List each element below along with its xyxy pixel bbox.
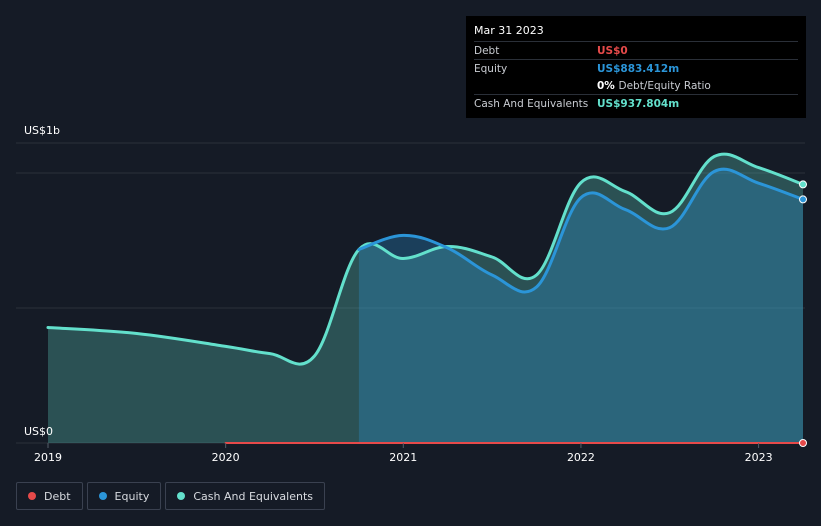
equity-dot-icon xyxy=(98,492,107,500)
x-tick-label: 2021 xyxy=(389,451,417,464)
legend-equity-label: Equity xyxy=(114,489,150,503)
x-tick-label: 2020 xyxy=(212,451,240,464)
x-tick-label: 2019 xyxy=(34,451,62,464)
axis-labels: US$0 US$1b 2019 2020 2021 2022 2023 xyxy=(24,124,773,464)
tooltip-debt-label: Debt xyxy=(474,44,500,57)
tooltip-ratio-label: Debt/Equity Ratio xyxy=(618,79,711,92)
y-tick-label: US$1b xyxy=(24,124,60,137)
legend: Debt Equity Cash And Equivalents xyxy=(16,482,325,510)
debt-dot-icon xyxy=(28,492,36,500)
cash-and-equivalents-line xyxy=(46,152,805,366)
legend-item-debt[interactable]: Debt xyxy=(16,482,83,510)
debt-end-marker[interactable] xyxy=(799,439,807,447)
tooltip-equity-label: Equity xyxy=(474,62,508,75)
equity-end-marker[interactable] xyxy=(799,195,807,204)
y-tick-label: US$0 xyxy=(24,425,53,438)
cash-dot-icon xyxy=(177,492,186,500)
tooltip-equity-value: US$883.412m xyxy=(597,62,680,75)
equity-area xyxy=(358,169,803,443)
tooltip-ratio-value: 0% xyxy=(597,79,615,92)
x-tick-label: 2022 xyxy=(567,451,595,464)
cash-and-equivalents-area xyxy=(48,154,803,443)
legend-debt-label: Debt xyxy=(44,489,71,503)
legend-item-cash[interactable]: Cash And Equivalents xyxy=(165,482,325,510)
tooltip-date: Mar 31 2023 xyxy=(474,24,544,37)
series-lines xyxy=(46,152,805,445)
data-tooltip: Mar 31 2023 Debt US$0 Equity US$883.412m… xyxy=(466,16,806,118)
tooltip-cash-value: US$937.804m xyxy=(597,97,680,110)
tooltip-debt-value: US$0 xyxy=(597,44,628,57)
legend-item-equity[interactable]: Equity xyxy=(86,482,162,510)
tooltip-cash-label: Cash And Equivalents xyxy=(474,97,589,110)
end-markers xyxy=(799,180,807,447)
legend-cash-label: Cash And Equivalents xyxy=(193,489,313,503)
cash-and-equivalents-end-marker[interactable] xyxy=(799,180,807,189)
equity-line xyxy=(357,167,805,294)
x-tick-label: 2023 xyxy=(745,451,773,464)
series-areas xyxy=(48,154,803,443)
